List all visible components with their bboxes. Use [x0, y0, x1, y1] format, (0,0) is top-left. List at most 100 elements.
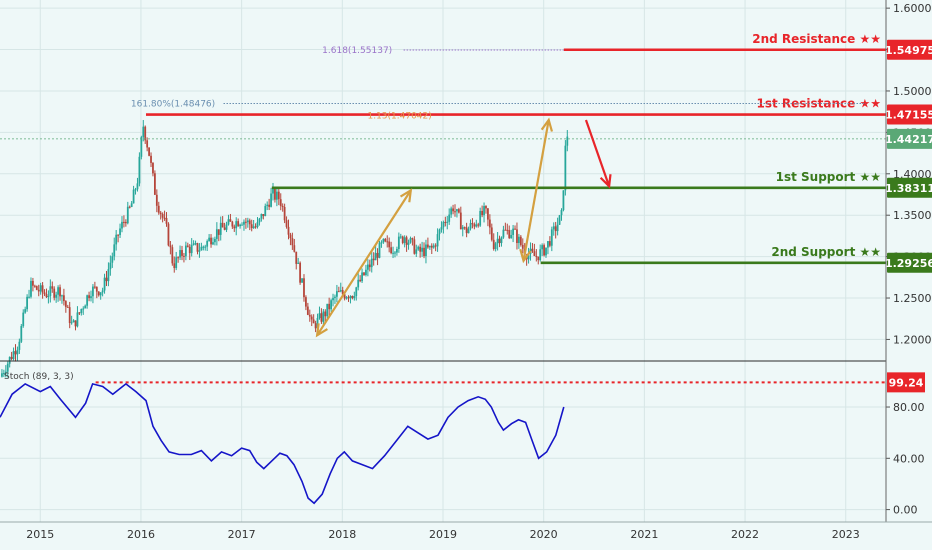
candle-body: [388, 241, 391, 248]
candle-body: [243, 221, 245, 225]
candle-body: [380, 242, 383, 244]
candle-body: [376, 252, 379, 258]
candle-body: [430, 245, 433, 248]
candle-body: [155, 194, 158, 206]
candle-body: [254, 226, 257, 228]
candle-body: [353, 296, 356, 299]
candle-body: [469, 223, 472, 229]
candle-body: [138, 156, 141, 184]
candle-body: [370, 258, 373, 268]
candle-body: [421, 247, 423, 252]
candle-body: [533, 251, 536, 256]
candle-body: [8, 356, 11, 364]
candle-body: [237, 221, 240, 227]
candle-body: [425, 244, 427, 257]
fib-label: 161.80%(1.48476): [131, 100, 215, 110]
candle-body: [150, 155, 152, 163]
candle-body: [349, 296, 352, 299]
candle-body: [47, 296, 50, 298]
trend-arrow: [522, 119, 550, 261]
candle-body: [264, 205, 267, 217]
candle-body: [250, 224, 253, 229]
candle-body: [80, 309, 83, 313]
candle-body: [99, 292, 102, 296]
price-tags: 1.54975 1.47155 1.44217 1.38311 1.29256 99.24: [885, 39, 932, 393]
candle-body: [239, 224, 241, 227]
price-tick-label: 1.25000: [893, 292, 932, 305]
candle-body: [465, 227, 468, 234]
candle-body: [539, 249, 542, 261]
stoch-tick-label: 0.00: [893, 504, 918, 517]
candle-body: [270, 193, 272, 207]
candle-body: [508, 230, 511, 239]
candle-body: [26, 296, 29, 310]
candle-body: [258, 218, 261, 223]
candle-body: [70, 322, 73, 324]
candle-body: [62, 295, 65, 302]
candle-body: [314, 323, 317, 329]
candle-body: [475, 224, 478, 227]
candle-body: [241, 224, 243, 226]
candle-body: [407, 242, 410, 245]
candle-body: [386, 241, 389, 243]
price-tag-box: [887, 104, 932, 125]
candle-body: [566, 136, 569, 146]
price-tick-label: 1.35000: [893, 209, 932, 222]
candle-body: [18, 341, 21, 350]
candle-body: [365, 269, 367, 275]
candle-body: [293, 245, 296, 252]
candle-body: [446, 221, 449, 223]
candle-body: [312, 319, 315, 324]
candle-body: [428, 245, 431, 248]
candle-body: [68, 307, 71, 323]
candle-body: [339, 290, 342, 292]
candle-body: [117, 234, 120, 236]
candle-body: [196, 243, 199, 252]
candle-body: [132, 189, 135, 204]
arrow-head: [315, 323, 328, 338]
candle-body: [382, 238, 385, 243]
candle-body: [186, 245, 189, 247]
candle-body: [283, 206, 286, 221]
candle-body: [109, 262, 112, 270]
candle-body: [35, 286, 38, 290]
candle-body: [92, 286, 94, 297]
candle-body: [30, 280, 32, 297]
candle-body: [217, 229, 220, 235]
trend-arrow: [316, 189, 412, 336]
candle-body: [260, 214, 263, 219]
candle-body: [332, 297, 334, 301]
candle-body: [378, 242, 381, 258]
candle-body: [43, 292, 46, 295]
trend-arrows: [315, 117, 612, 338]
candle-body: [146, 140, 149, 148]
candle-body: [434, 245, 437, 247]
candle-body: [121, 221, 123, 229]
x-tick-label: 2021: [630, 528, 658, 541]
candle-body: [214, 238, 216, 243]
fib-label: 1.13(1.47042): [367, 111, 431, 121]
candle-body: [192, 243, 195, 245]
candle-body: [374, 252, 377, 261]
candle-body: [219, 222, 222, 235]
support-level-label: 1st Support ★★: [776, 170, 881, 184]
candle-body: [343, 294, 346, 299]
x-tick-label: 2018: [328, 528, 356, 541]
candle-body: [372, 258, 375, 261]
candle-body: [320, 313, 323, 322]
x-tick-label: 2022: [731, 528, 759, 541]
candle-body: [111, 256, 114, 263]
candle-body: [275, 191, 278, 200]
candle-body: [341, 290, 344, 295]
stoch-legend: Stoch (89, 3, 3): [4, 372, 74, 382]
candle-body: [347, 297, 350, 299]
candle-body: [4, 371, 7, 374]
candle-body: [153, 173, 156, 195]
candle-body: [16, 349, 19, 355]
candle-body: [200, 246, 203, 251]
candle-body: [188, 246, 191, 254]
price-tag-box: [887, 177, 932, 198]
trend-arrow: [584, 119, 611, 187]
candle-body: [537, 256, 540, 261]
candle-body: [368, 264, 371, 268]
